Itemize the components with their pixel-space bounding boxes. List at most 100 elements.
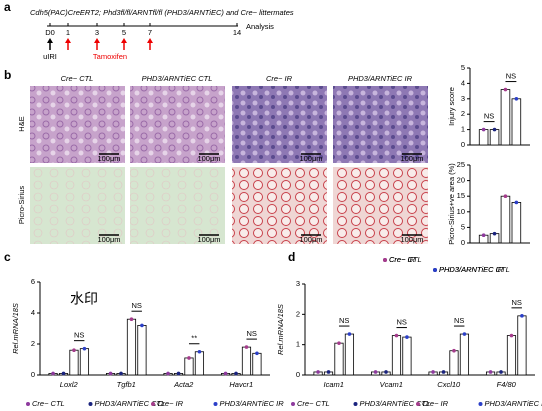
bar bbox=[241, 346, 252, 376]
watermark: 水印 bbox=[70, 291, 98, 307]
legend-label: Cre− IR bbox=[422, 399, 449, 408]
y-axis-label: Injury score bbox=[447, 87, 456, 126]
x-tick-label: Tgfb1 bbox=[117, 380, 136, 389]
y-tick-label: 4 bbox=[461, 78, 465, 87]
y-tick-label: 4 bbox=[31, 308, 35, 317]
arrow-head bbox=[65, 38, 71, 43]
x-tick-label: Icam1 bbox=[324, 380, 344, 389]
bar bbox=[511, 202, 522, 244]
legend-label: PHD3/ARNTiEC CTL bbox=[360, 399, 431, 408]
y-axis-label: Rel.mRNA/18S bbox=[11, 303, 20, 354]
bar-dot bbox=[514, 200, 519, 205]
sig-label: NS bbox=[484, 112, 494, 121]
legend-label: PHD3/ARNTiEC CTL bbox=[95, 399, 166, 408]
legend-label: Cre− IR bbox=[389, 255, 416, 264]
column-header: PHD3/ARNTiEC CTL bbox=[142, 74, 213, 83]
bar bbox=[402, 336, 412, 376]
legend-marker bbox=[291, 402, 295, 406]
arrow-head bbox=[94, 38, 100, 43]
y-tick-label: 5 bbox=[461, 63, 465, 72]
bar bbox=[478, 129, 489, 146]
x-tick-label: Havcr1 bbox=[229, 380, 253, 389]
scale-label: 100μm bbox=[97, 235, 120, 244]
bar-dot bbox=[514, 97, 519, 101]
row-label: H&E bbox=[17, 116, 26, 131]
y-tick-label: 0 bbox=[461, 140, 465, 149]
bar bbox=[500, 195, 511, 244]
bar-dot bbox=[51, 371, 55, 376]
bar-dot bbox=[394, 333, 399, 338]
bar-dot bbox=[492, 127, 497, 132]
bar-dot bbox=[520, 314, 524, 318]
y-tick-label: 2 bbox=[461, 109, 465, 118]
bar-dot bbox=[488, 370, 493, 374]
bar bbox=[69, 349, 79, 376]
sig-label: NS bbox=[396, 318, 406, 327]
bar bbox=[391, 335, 402, 376]
legend-marker bbox=[26, 402, 30, 406]
legend-marker bbox=[433, 268, 437, 272]
bar bbox=[517, 315, 527, 376]
legend-label: PHD3/ARNTiEC CTL bbox=[439, 265, 510, 274]
sig-label: NS bbox=[131, 301, 141, 310]
legend-marker bbox=[353, 402, 358, 406]
column-header: Cre− IR bbox=[266, 74, 293, 83]
timeline-day: 3 bbox=[95, 28, 99, 37]
bar-dot bbox=[509, 333, 514, 338]
legend-label: PHD3/ARNTiEC IR bbox=[439, 265, 504, 274]
y-tick-label: 15 bbox=[457, 191, 465, 200]
bar-dot bbox=[244, 345, 249, 349]
scale-label: 100μm bbox=[400, 235, 423, 244]
bar-dot bbox=[499, 370, 503, 374]
y-tick-label: 1 bbox=[296, 340, 300, 349]
timeline-day: 1 bbox=[66, 28, 70, 37]
bar bbox=[500, 89, 511, 146]
x-tick-label: F4/80 bbox=[497, 380, 517, 389]
bar-dot bbox=[492, 231, 497, 236]
bar-dot bbox=[166, 371, 170, 376]
bar-dot bbox=[187, 356, 191, 360]
bar-dot bbox=[452, 348, 456, 353]
legend-marker bbox=[478, 402, 483, 406]
bar-dot bbox=[108, 371, 113, 376]
legend-marker bbox=[213, 402, 218, 406]
bar-dot bbox=[337, 341, 341, 345]
end-label: Analysis bbox=[246, 22, 274, 31]
panel-label: a bbox=[4, 0, 11, 14]
arrow-head bbox=[147, 38, 153, 43]
bar-dot bbox=[223, 371, 228, 376]
x-tick-label: Acta2 bbox=[173, 380, 194, 389]
scale-label: 100μm bbox=[197, 235, 220, 244]
bar-dot bbox=[140, 323, 144, 328]
sig-label: NS bbox=[454, 316, 464, 325]
bar bbox=[511, 98, 522, 146]
bar-dot bbox=[481, 127, 486, 132]
timeline-day: 5 bbox=[122, 28, 126, 37]
bar bbox=[506, 335, 517, 376]
legend-label: Cre− CTL bbox=[32, 399, 65, 408]
histology-images bbox=[30, 86, 428, 244]
treatment-label: Tamoxifen bbox=[93, 52, 127, 61]
bar bbox=[79, 348, 90, 376]
y-tick-label: 3 bbox=[296, 279, 300, 288]
scale-label: 100μm bbox=[97, 154, 120, 163]
timeline-day: D0 bbox=[45, 28, 55, 37]
column-header: PHD3/ARNTiEC IR bbox=[348, 74, 413, 83]
y-tick-label: 5 bbox=[461, 222, 465, 231]
y-axis-label: Picro-Sirius+ve area (%) bbox=[447, 163, 456, 245]
sig-label: NS bbox=[246, 329, 256, 338]
legend-marker bbox=[383, 258, 387, 262]
bar-dot bbox=[481, 233, 486, 237]
x-tick-label: Vcam1 bbox=[380, 380, 403, 389]
bar bbox=[449, 350, 459, 376]
legend-label: PHD3/ARNTiEC IR bbox=[220, 399, 285, 408]
y-tick-label: 1 bbox=[461, 125, 465, 134]
legend-marker bbox=[151, 402, 155, 406]
sig-label: NS bbox=[74, 331, 84, 340]
y-tick-label: 6 bbox=[31, 277, 35, 286]
bar-dot bbox=[326, 370, 331, 374]
scale-label: 100μm bbox=[197, 154, 220, 163]
bar-dot bbox=[431, 370, 435, 374]
bar-dot bbox=[373, 370, 378, 374]
bar-dot bbox=[197, 349, 202, 354]
